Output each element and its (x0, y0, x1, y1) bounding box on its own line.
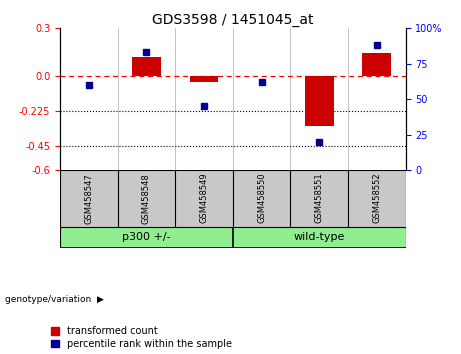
Text: GSM458551: GSM458551 (315, 173, 324, 223)
Legend: transformed count, percentile rank within the sample: transformed count, percentile rank withi… (51, 326, 231, 349)
Text: p300 +/-: p300 +/- (122, 232, 171, 242)
Text: wild-type: wild-type (294, 232, 345, 242)
Text: GSM458547: GSM458547 (84, 173, 93, 223)
Bar (305, 75, 334, 126)
Text: GSM458549: GSM458549 (200, 173, 208, 223)
Text: GSM458550: GSM458550 (257, 173, 266, 223)
Bar (362, 53, 391, 75)
Text: genotype/variation  ▶: genotype/variation ▶ (5, 295, 103, 304)
Text: GSM458552: GSM458552 (372, 173, 381, 223)
Title: GDS3598 / 1451045_at: GDS3598 / 1451045_at (152, 13, 313, 27)
Bar (189, 75, 219, 82)
Bar (132, 57, 161, 75)
Text: GSM458548: GSM458548 (142, 173, 151, 223)
